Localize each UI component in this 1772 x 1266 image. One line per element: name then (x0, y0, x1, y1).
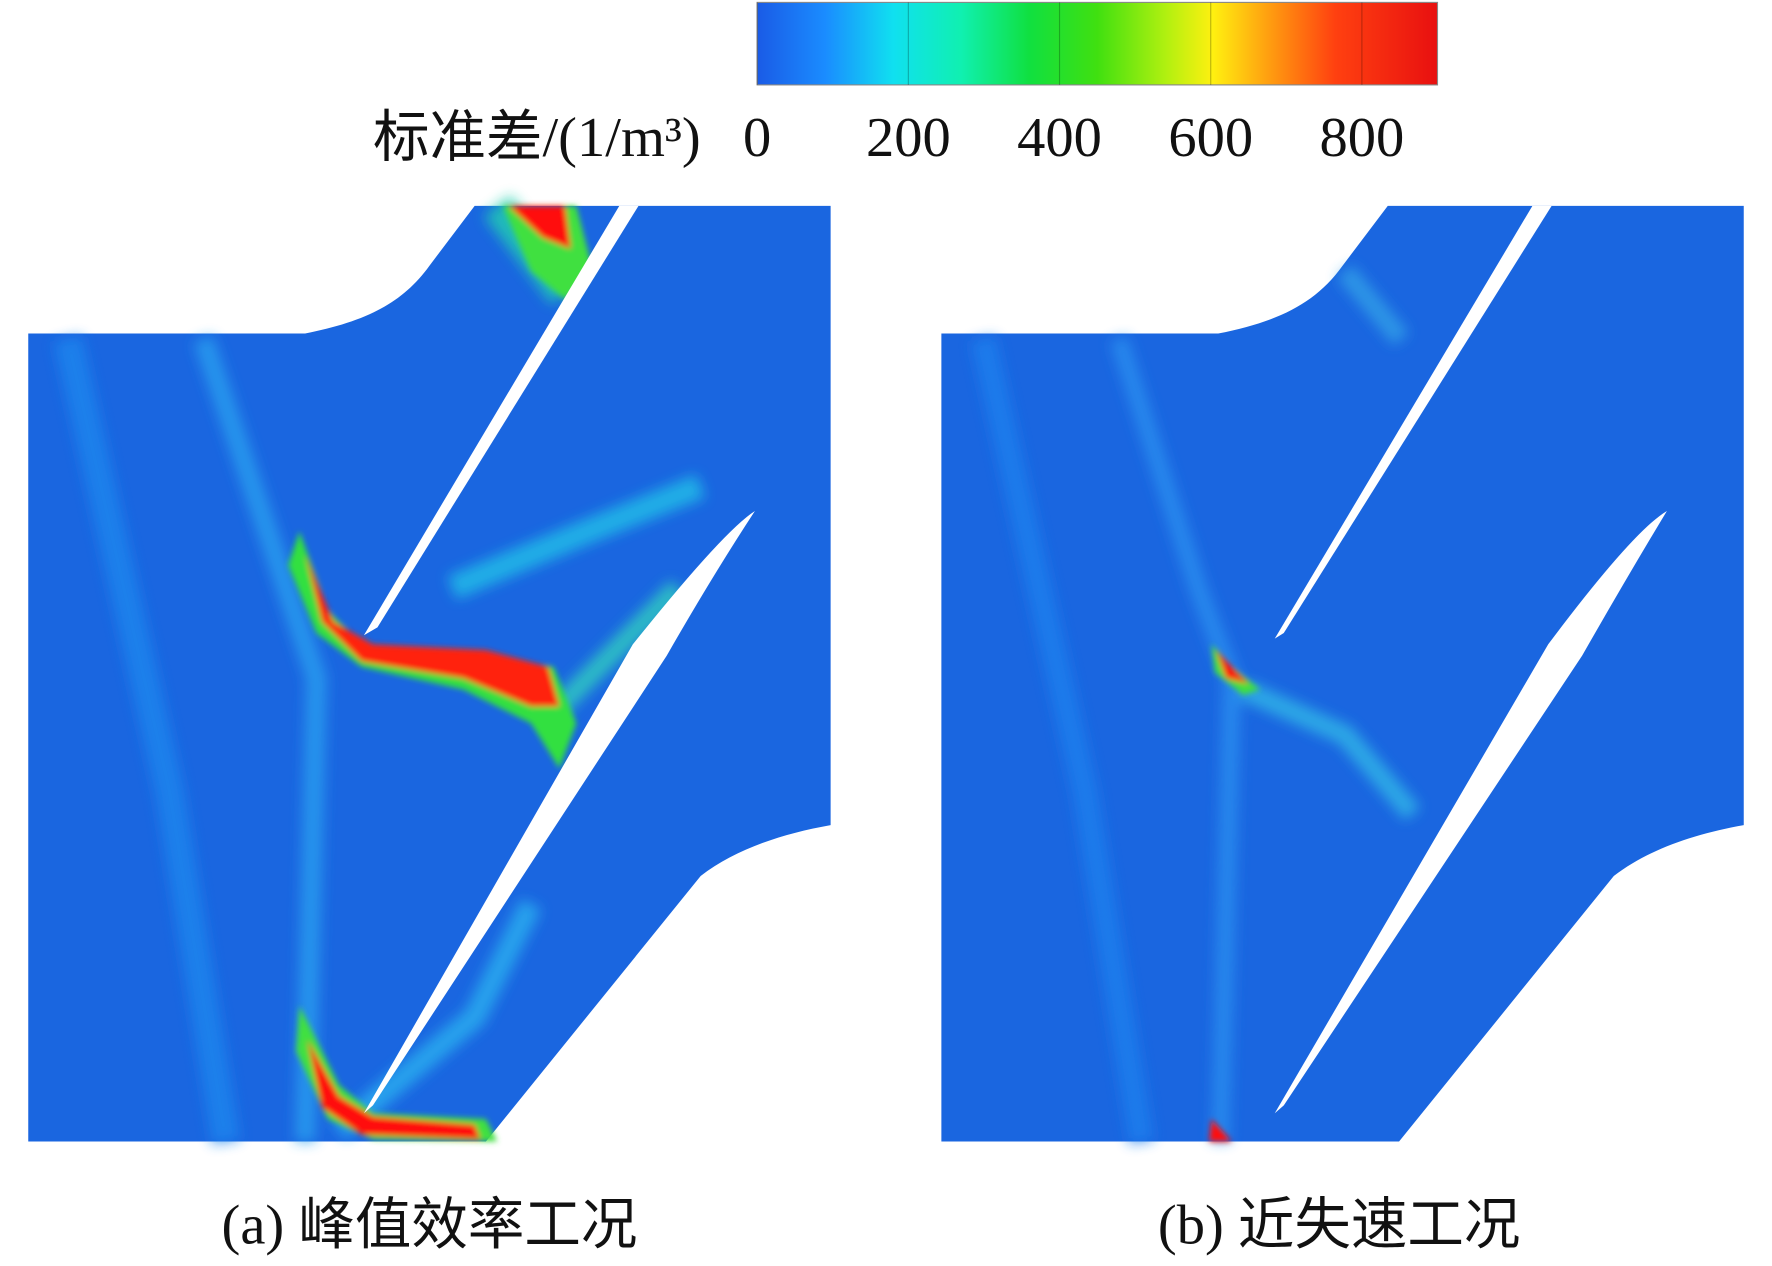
panel-caption: (a) 峰值效率工况 (222, 1194, 638, 1256)
panel-caption: (b) 近失速工况 (1158, 1194, 1521, 1256)
panel-b: (b) 近失速工况 (941, 205, 1744, 1256)
high-zones (288, 205, 594, 1142)
high-zones (1209, 644, 1261, 1142)
panel-a: (a) 峰值效率工况 (28, 195, 831, 1256)
colorbar-label: 标准差/(1/m³) (373, 107, 701, 169)
colorbar-tick-label: 200 (866, 107, 951, 169)
colorbar-tick-label: 600 (1168, 107, 1253, 169)
colorbar: 标准差/(1/m³) 0 200 400 600 800 (373, 1, 1439, 169)
colorbar-tick-label: 0 (743, 107, 771, 169)
blade (1274, 510, 1667, 1114)
blade (1274, 205, 1552, 639)
blade (363, 510, 755, 1114)
blade (363, 205, 639, 636)
field-streaks (971, 264, 1421, 1144)
colorbar-gradient (756, 1, 1439, 86)
colorbar-tick-label: 400 (1017, 107, 1102, 169)
colorbar-tick-label: 800 (1320, 107, 1405, 169)
